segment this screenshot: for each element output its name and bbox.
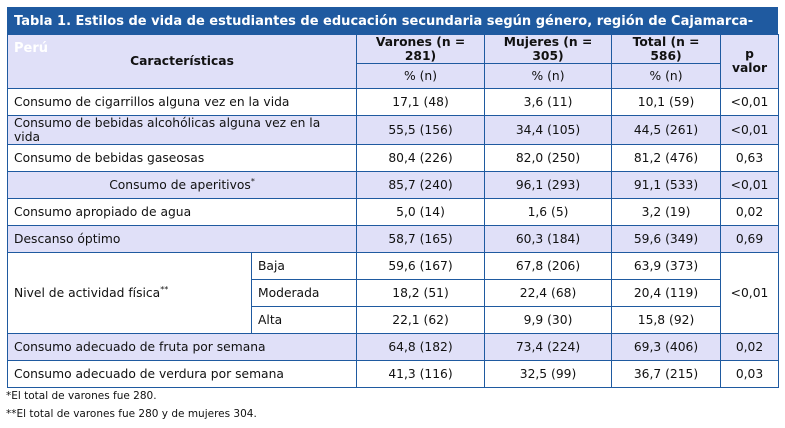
total-value: 63,9 (373) [611,251,722,280]
men-value: 85,7 (240) [356,170,486,199]
men-value: 18,2 (51) [356,278,486,307]
p-value: <0,01 [720,170,780,199]
men-value: 22,1 (62) [356,305,486,334]
footnote-mark: ** [160,284,169,294]
p-value: 0,63 [720,143,780,172]
row-label: Consumo de cigarrillos alguna vez en la … [6,87,358,116]
p-value: 0,02 [720,197,780,226]
header-p-value: p valor [720,34,780,89]
level-label: Baja [250,251,358,280]
header-subrow: % (n) % (n) % (n) [8,63,779,89]
row-label: Descanso óptimo [6,224,358,253]
total-value: 69,3 (406) [611,332,722,361]
header-men: Varones (n = 281) [356,34,486,64]
total-value: 44,5 (261) [611,114,722,145]
women-value: 34,4 (105) [484,114,613,145]
row-label-text: Consumo de aperitivos [109,178,251,193]
women-value: 73,4 (224) [484,332,613,361]
women-value: 3,6 (11) [484,87,613,116]
table-row: Alta 22,1 (62) 9,9 (30) 15,8 (92) [8,305,779,334]
table-row: Consumo de bebidas alcohólicas alguna ve… [6,114,780,145]
level-label: Alta [250,305,358,334]
total-value: 20,4 (119) [611,278,722,307]
men-value: 17,1 (48) [356,87,486,116]
row-label-text: Consumo adecuado de fruta por semana [14,339,266,354]
women-value: 96,1 (293) [484,170,613,199]
p-value: 0,03 [720,359,780,388]
row-label-text: Consumo apropiado de agua [14,204,192,219]
p-value: <0,01 [720,114,780,145]
row-label: Consumo apropiado de agua [6,197,358,226]
men-value: 55,5 (156) [356,114,486,145]
women-value: 32,5 (99) [484,359,613,388]
row-label-text: Consumo de bebidas alcohólicas alguna ve… [14,115,321,144]
women-value: 9,9 (30) [484,305,613,334]
men-value: 59,6 (167) [356,251,486,280]
women-value: 82,0 (250) [484,143,613,172]
row-label: Nivel de actividad física** [7,251,252,334]
header-row: Características Varones (n = 281) Mujere… [6,34,780,89]
total-value: 59,6 (349) [611,224,722,253]
p-value: <0,01 [720,251,780,334]
men-value: 41,3 (116) [356,359,486,388]
table-row: Consumo de cigarrillos alguna vez en la … [6,87,780,116]
women-value: 67,8 (206) [484,251,613,280]
level-label: Moderada [250,278,358,307]
table-row: Descanso óptimo 58,7 (165) 60,3 (184) 59… [6,224,780,253]
men-value: 64,8 (182) [356,332,486,361]
p-value: 0,69 [720,224,780,253]
footnote-1: *El total de varones fue 280. [6,389,157,402]
table-row: Moderada 18,2 (51) 22,4 (68) 20,4 (119) [8,278,779,307]
table-row: Consumo apropiado de agua 5,0 (14) 1,6 (… [6,197,780,226]
total-value: 10,1 (59) [611,87,722,116]
activity-label: Nivel de actividad física [14,286,161,301]
footnote-mark: * [250,176,255,186]
table-row: Consumo adecuado de fruta por semana 64,… [6,332,780,361]
p-value: <0,01 [720,87,780,116]
header-women-unit: % (n) [484,63,613,89]
men-value: 58,7 (165) [356,224,486,253]
row-label: Consumo de aperitivos* [6,170,358,199]
table-figure: Tabla 1. Estilos de vida de estudiantes … [6,7,780,420]
men-value: 80,4 (226) [356,143,486,172]
header-total-unit: % (n) [611,63,722,89]
header-men-unit: % (n) [356,63,486,89]
total-value: 81,2 (476) [611,143,722,172]
total-value: 91,1 (533) [611,170,722,199]
p-value: 0,02 [720,332,780,361]
total-value: 15,8 (92) [611,305,722,334]
row-label: Consumo de bebidas alcohólicas alguna ve… [6,114,358,145]
women-value: 1,6 (5) [484,197,613,226]
table-row: Consumo de bebidas gaseosas 80,4 (226) 8… [6,143,780,172]
lifestyle-table: Características Varones (n = 281) Mujere… [6,34,780,388]
total-value: 36,7 (215) [611,359,722,388]
women-value: 60,3 (184) [484,224,613,253]
row-label-text: Consumo de bebidas gaseosas [14,150,205,165]
row-label-text: Consumo de cigarrillos alguna vez en la … [14,94,290,109]
row-label: Consumo adecuado de verdura por semana [6,359,358,388]
table-row: Consumo de aperitivos* 85,7 (240) 96,1 (… [6,170,780,199]
row-label-text: Descanso óptimo [14,231,121,246]
row-label-text: Consumo adecuado de verdura por semana [14,366,284,381]
men-value: 5,0 (14) [356,197,486,226]
footnote-2: **El total de varones fue 280 y de mujer… [6,407,257,420]
table-row: Consumo adecuado de verdura por semana 4… [6,359,780,388]
total-value: 3,2 (19) [611,197,722,226]
table-row: Nivel de actividad física** Baja 59,6 (1… [7,251,780,334]
header-total: Total (n = 586) [611,34,722,64]
women-value: 22,4 (68) [484,278,613,307]
row-label: Consumo adecuado de fruta por semana [6,332,358,361]
row-label: Consumo de bebidas gaseosas [6,143,358,172]
header-characteristics: Características [6,34,358,89]
header-women: Mujeres (n = 305) [484,34,613,64]
table-title: Tabla 1. Estilos de vida de estudiantes … [7,7,778,56]
